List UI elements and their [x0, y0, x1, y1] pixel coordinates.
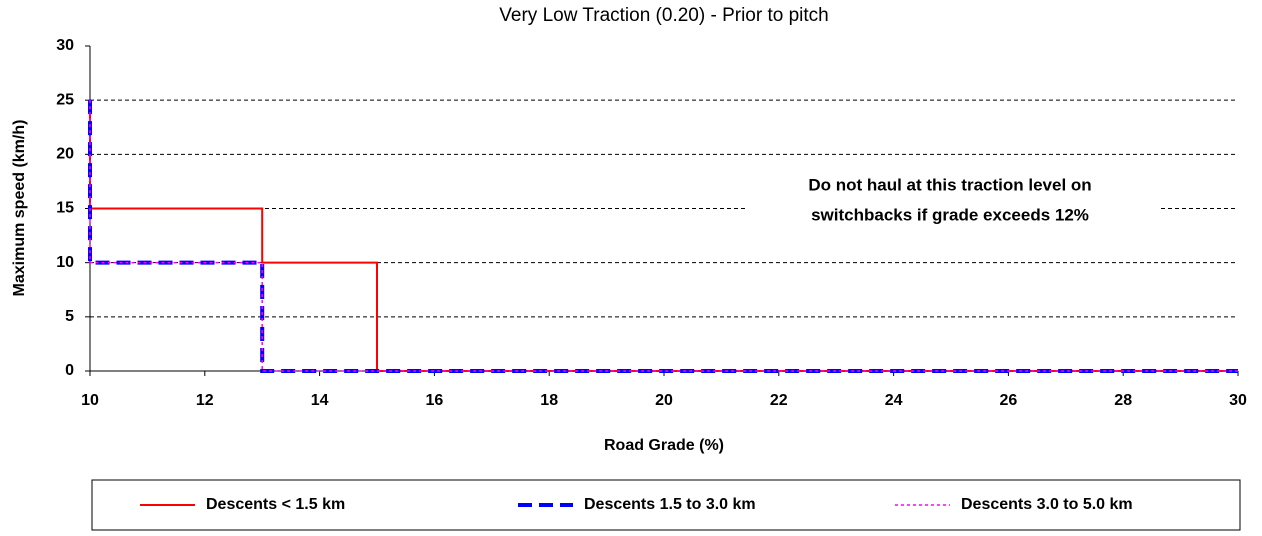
- y-tick-label: 5: [65, 308, 74, 325]
- y-tick-label: 0: [65, 362, 74, 379]
- series-line: [89, 100, 1238, 372]
- x-tick-label: 18: [540, 392, 558, 409]
- x-tick-label: 22: [770, 392, 788, 409]
- y-tick-label: 15: [56, 200, 74, 217]
- y-axis-label: Maximum speed (km/h): [11, 120, 28, 297]
- x-tick-label: 14: [311, 392, 329, 409]
- x-tick-label: 28: [1114, 392, 1132, 409]
- chart-title: Very Low Traction (0.20) - Prior to pitc…: [499, 5, 828, 26]
- y-tick-label: 10: [56, 254, 74, 271]
- x-tick-label: 26: [1000, 392, 1018, 409]
- y-tick-label: 20: [56, 146, 74, 163]
- y-tick-label: 30: [56, 37, 74, 54]
- legend-label: Descents 3.0 to 5.0 km: [961, 496, 1133, 513]
- annotation-bg: [748, 170, 1158, 232]
- legend-label: Descents 1.5 to 3.0 km: [584, 496, 756, 513]
- x-tick-label: 24: [885, 392, 903, 409]
- annotation: Do not haul at this traction level on: [808, 175, 1091, 194]
- legend-box: [91, 479, 1241, 531]
- annotation: switchbacks if grade exceeds 12%: [811, 205, 1089, 224]
- x-tick-label: 20: [655, 392, 673, 409]
- x-tick-label: 30: [1229, 392, 1247, 409]
- x-tick-label: 10: [81, 392, 99, 409]
- legend-label: Descents < 1.5 km: [206, 496, 345, 513]
- x-axis-label: Road Grade (%): [604, 437, 724, 454]
- y-tick-label: 25: [56, 91, 74, 108]
- x-tick-label: 12: [196, 392, 214, 409]
- x-tick-label: 16: [426, 392, 444, 409]
